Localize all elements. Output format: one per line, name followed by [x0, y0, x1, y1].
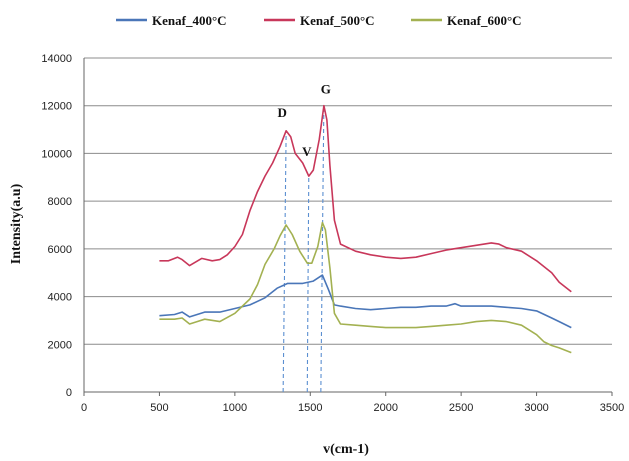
- x-tick-labels: 0 500 1000 1500 2000 2500 3000 3500: [81, 402, 624, 414]
- y-tick-label: 0: [66, 387, 72, 399]
- reference-line-g: [320, 105, 325, 393]
- x-tick-label: 2500: [449, 402, 473, 414]
- y-tick-labels: 0 2000 4000 6000 8000 10000 12000 14000: [41, 53, 72, 399]
- y-axis-title: Intensity(a.u): [9, 183, 24, 264]
- y-tick-label: 12000: [41, 101, 72, 113]
- x-tick-label: 3500: [600, 402, 624, 414]
- x-tick-label: 3000: [524, 402, 548, 414]
- x-tick-label: 2000: [373, 402, 397, 414]
- y-tick-label: 10000: [41, 148, 72, 160]
- legend-label: Kenaf_600°C: [447, 13, 522, 28]
- reference-line-d: [282, 130, 287, 393]
- gridlines: [84, 57, 612, 345]
- peak-labels: D V G: [277, 82, 330, 159]
- peak-label-g: G: [321, 82, 331, 97]
- y-tick-label: 4000: [48, 292, 72, 304]
- series-line-0: [159, 274, 572, 329]
- legend-label: Kenaf_500°C: [300, 13, 375, 28]
- x-tick-label: 0: [81, 402, 87, 414]
- x-tick-label: 1500: [298, 402, 322, 414]
- peak-reference-lines: [282, 105, 325, 393]
- y-tick-label: 14000: [41, 53, 72, 65]
- peak-label-d: D: [277, 105, 286, 120]
- x-tick-label: 500: [150, 402, 168, 414]
- series-line-2: [159, 221, 572, 354]
- x-tick-label: 1000: [223, 402, 247, 414]
- y-tick-label: 2000: [48, 339, 72, 351]
- peak-label-v: V: [302, 144, 312, 159]
- axes: [83, 58, 613, 396]
- series-line-1: [159, 104, 572, 293]
- series-lines: [159, 104, 572, 354]
- legend: Kenaf_400°C Kenaf_500°C Kenaf_600°C: [116, 13, 522, 28]
- reference-line-v: [306, 176, 310, 393]
- y-tick-label: 6000: [48, 244, 72, 256]
- y-tick-label: 8000: [48, 196, 72, 208]
- x-axis-title: v(cm-1): [323, 442, 369, 457]
- legend-label: Kenaf_400°C: [152, 13, 227, 28]
